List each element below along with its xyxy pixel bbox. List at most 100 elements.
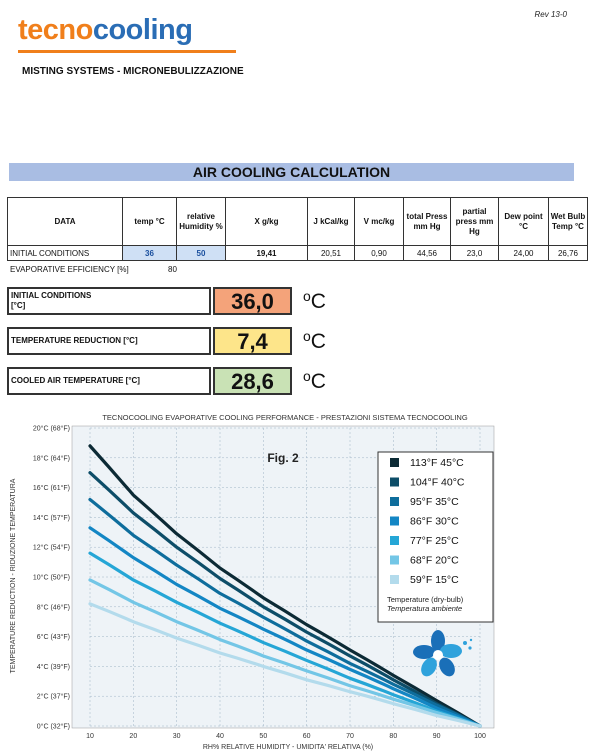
y-tick-label: 0°C (32°F) <box>37 723 70 731</box>
col-header-data: DATA <box>7 197 123 246</box>
label-line1: INITIAL CONDITIONS <box>11 291 92 300</box>
page-subtitle: MISTING SYSTEMS - MICRONEBULIZZAZIONE <box>22 66 244 77</box>
x-tick-label: 80 <box>389 733 397 740</box>
col-header-partial-press: partial press mm Hg <box>450 197 499 246</box>
figure-label: Fig. 2 <box>267 451 299 465</box>
celsius-letter: C <box>310 290 326 313</box>
x-tick-label: 40 <box>216 733 224 740</box>
legend-entry: 95°F 35°C <box>410 496 459 508</box>
col-header-x: X g/kg <box>225 197 308 246</box>
cell-humidity-input[interactable]: 50 <box>176 245 226 261</box>
y-tick-label: 20°C (68°F) <box>33 425 70 433</box>
degree-symbol: o <box>303 328 311 344</box>
logo-underline <box>18 50 236 53</box>
temperature-reduction-label: TEMPERATURE REDUCTION [°C] <box>7 327 211 355</box>
col-header-wet-bulb: Wet Bulb Temp °C <box>548 197 588 246</box>
legend-swatch <box>390 477 399 487</box>
series-line <box>88 578 482 728</box>
cell-x: 19,41 <box>225 245 308 261</box>
col-header-v: V mc/kg <box>354 197 404 246</box>
x-tick-label: 70 <box>346 733 354 740</box>
legend-swatch <box>390 497 399 506</box>
y-axis-ticks: 0°C (32°F) 2°C (37°F) 4°C (39°F) 6°C (43°F)… <box>33 425 70 731</box>
cooled-air-temperature-label: COOLED AIR TEMPERATURE [°C] <box>7 367 211 395</box>
legend-entry: 68°F 20°C <box>410 555 459 567</box>
y-tick-label: 18°C (64°F) <box>33 454 70 462</box>
efficiency-value[interactable]: 80 <box>168 265 177 274</box>
x-tick-label: 20 <box>129 733 137 740</box>
air-data-table: DATA temp °C relative Humidity % X g/kg … <box>7 197 588 261</box>
x-tick-label: 90 <box>433 733 441 740</box>
efficiency-label: EVAPORATIVE EFFICIENCY [%] <box>10 265 129 274</box>
series-line <box>88 497 482 728</box>
label-line2: [°C] <box>11 301 26 310</box>
series-lines <box>88 444 482 728</box>
legend-swatch <box>390 555 399 565</box>
x-axis-ticks: 10 20 30 40 50 60 70 80 90 100 <box>86 733 486 740</box>
label-line1: COOLED AIR TEMPERATURE [°C] <box>11 376 140 385</box>
logo-text-part2: cooling <box>92 14 193 46</box>
cell-wet-bulb: 26,76 <box>548 245 588 261</box>
cell-data: INITIAL CONDITIONS <box>7 245 123 261</box>
x-tick-label: 60 <box>303 733 311 740</box>
series-line <box>88 471 482 728</box>
col-header-j: J kCal/kg <box>307 197 355 246</box>
celsius-letter: C <box>310 370 326 393</box>
cell-j: 20,51 <box>307 245 355 261</box>
cell-partial-press: 23,0 <box>450 245 499 261</box>
y-tick-label: 4°C (39°F) <box>37 663 70 671</box>
degree-celsius-unit: oC <box>303 368 326 394</box>
x-tick-label: 100 <box>474 733 486 740</box>
cell-dew-point: 24,00 <box>498 245 549 261</box>
legend-entry: 59°F 15°C <box>410 574 459 586</box>
y-tick-label: 14°C (57°F) <box>33 514 70 522</box>
x-axis-label: RH% RELATIVE HUMIDITY - UMIDITA' RELATIV… <box>203 744 373 751</box>
legend-note-italic: Temperatura ambiente <box>387 604 462 613</box>
tecnocooling-logo: tecnocooling <box>18 10 248 56</box>
chart-title: TECNOCOOLING EVAPORATIVE COOLING PERFORM… <box>102 413 467 422</box>
degree-celsius-unit: oC <box>303 288 326 314</box>
revision-label: Rev 13-0 <box>534 10 567 19</box>
legend-swatch <box>390 575 399 584</box>
initial-conditions-value: 36,0 <box>213 287 292 315</box>
col-header-dew-point: Dew point °C <box>498 197 549 246</box>
table-header-row: DATA temp °C relative Humidity % X g/kg … <box>7 197 588 246</box>
legend-swatch <box>390 516 399 526</box>
y-tick-label: 6°C (43°F) <box>37 633 70 641</box>
label-line1: TEMPERATURE REDUCTION [°C] <box>11 336 138 345</box>
logo-text-part1: tecno <box>18 14 93 46</box>
y-tick-label: 10°C (50°F) <box>33 574 70 582</box>
col-header-total-press: total Press mm Hg <box>403 197 451 246</box>
x-tick-label: 50 <box>259 733 267 740</box>
legend-entry: 104°F 40°C <box>410 477 465 489</box>
celsius-letter: C <box>310 330 326 353</box>
degree-symbol: o <box>303 368 311 384</box>
flower-logo-icon <box>413 630 473 677</box>
chart-legend: 113°F 45°C 104°F 40°C 95°F 35°C 86°F 30°C 77… <box>377 451 494 623</box>
cell-v: 0,90 <box>354 245 404 261</box>
table-row: INITIAL CONDITIONS 36 50 19,41 20,51 0,9… <box>7 245 588 261</box>
col-header-temp: temp °C <box>122 197 177 246</box>
col-header-humidity: relative Humidity % <box>176 197 226 246</box>
degree-celsius-unit: oC <box>303 328 326 354</box>
legend-swatch <box>390 458 399 467</box>
y-tick-label: 12°C (54°F) <box>33 544 70 552</box>
evaporative-cooling-chart: TECNOCOOLING EVAPORATIVE COOLING PERFORM… <box>10 413 495 751</box>
series-line <box>88 526 482 728</box>
series-line <box>88 551 482 728</box>
legend-note: Temperature (dry-bulb) <box>387 595 464 604</box>
legend-entry: 86°F 30°C <box>410 516 459 528</box>
x-tick-label: 10 <box>86 733 94 740</box>
y-axis-label: TEMPERATURE REDUCTION - RIDUZIONE TEMPER… <box>10 478 17 673</box>
x-tick-label: 30 <box>173 733 181 740</box>
y-tick-label: 8°C (46°F) <box>37 603 70 611</box>
cell-temp-input[interactable]: 36 <box>122 245 177 261</box>
y-tick-label: 2°C (37°F) <box>37 693 70 701</box>
y-tick-label: 16°C (61°F) <box>33 484 70 492</box>
degree-symbol: o <box>303 288 311 304</box>
series-line <box>88 602 482 728</box>
cell-total-press: 44,56 <box>403 245 451 261</box>
initial-conditions-label: INITIAL CONDITIONS [°C] <box>7 287 211 315</box>
cooled-air-temperature-value: 28,6 <box>213 367 292 395</box>
series-line <box>88 444 482 728</box>
